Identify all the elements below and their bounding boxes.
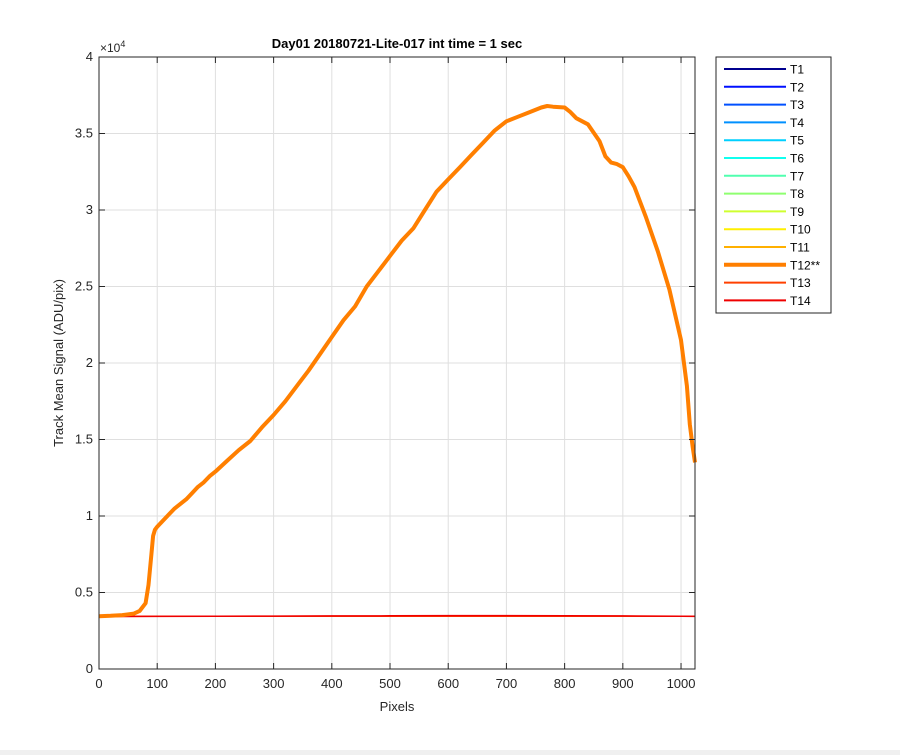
legend-label: T11 (790, 241, 810, 255)
legend-box (715, 56, 832, 314)
y-tick-label: 2 (86, 355, 93, 370)
chart-title: Day01 20180721-Lite-017 int time = 1 sec (272, 36, 522, 51)
x-tick-label: 700 (496, 676, 518, 691)
legend: T1 T2 T3 T4 T5 T6 T7 T8 T9 T10 T11 T12** T13 T14 (715, 56, 832, 314)
legend-label: T8 (790, 187, 804, 201)
legend-label: T12** (790, 258, 820, 272)
x-tick-label: 200 (205, 676, 227, 691)
legend-label: T9 (790, 205, 804, 219)
legend-label: T10 (790, 223, 811, 237)
legend-label: T4 (790, 116, 804, 130)
axis-ticks: 0 100 200 300 400 500 600 700 800 900 1000 0 0.5 1 1.5… (75, 49, 696, 691)
svg-text:×104: ×104 (100, 39, 125, 55)
series-line (98, 104, 697, 619)
x-tick-label: 400 (321, 676, 343, 691)
x-tick-label: 0 (95, 676, 102, 691)
legend-label: T3 (790, 98, 804, 112)
x-tick-label: 800 (554, 676, 576, 691)
legend-label: T13 (790, 276, 811, 290)
x-tick-label: 500 (379, 676, 401, 691)
x-tick-label: 1000 (667, 676, 696, 691)
y-axis-label: Track Mean Signal (ADU/pix) (51, 279, 66, 447)
x-tick-label: 900 (612, 676, 634, 691)
x-axis-label: Pixels (380, 699, 415, 714)
legend-label: T14 (790, 294, 811, 308)
y-tick-label: 0 (86, 661, 93, 676)
legend-label: T5 (790, 134, 804, 148)
y-tick-label: 3 (86, 202, 93, 217)
series-line (98, 614, 696, 618)
x-tick-label: 600 (437, 676, 459, 691)
y-tick-label: 1.5 (75, 432, 93, 447)
legend-label: T6 (790, 152, 804, 166)
series-lines (98, 104, 697, 619)
y-exponent-power: 4 (120, 39, 125, 49)
y-exponent-base: ×10 (100, 41, 121, 55)
y-tick-label: 2.5 (75, 279, 93, 294)
x-tick-label: 300 (263, 676, 285, 691)
y-tick-label: 1 (86, 508, 93, 523)
y-tick-label: 3.5 (75, 126, 93, 141)
y-exponent-label: ×104 (100, 39, 125, 55)
x-tick-label: 100 (146, 676, 168, 691)
legend-label: T2 (790, 80, 804, 94)
legend-label: T1 (790, 63, 804, 77)
y-tick-label: 0.5 (75, 585, 93, 600)
legend-items: T1 T2 T3 T4 T5 T6 T7 T8 T9 T10 T11 T12** T13 T14 (724, 63, 820, 308)
legend-label: T7 (790, 169, 804, 183)
y-tick-label: 4 (86, 49, 93, 64)
